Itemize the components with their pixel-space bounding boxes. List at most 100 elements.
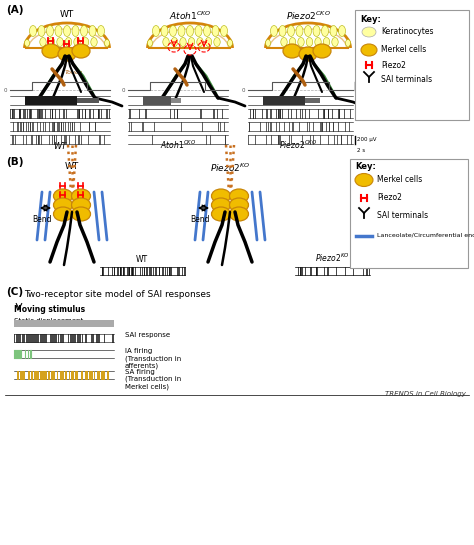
Ellipse shape xyxy=(74,38,80,46)
Ellipse shape xyxy=(355,173,373,186)
Text: Key:: Key: xyxy=(355,162,376,171)
Ellipse shape xyxy=(65,38,72,46)
Text: Static displacement: Static displacement xyxy=(14,318,83,324)
Text: TRENDS in Cell Biology: TRENDS in Cell Biology xyxy=(385,391,466,397)
Ellipse shape xyxy=(315,38,321,46)
Bar xyxy=(25,96,77,105)
Ellipse shape xyxy=(271,26,277,37)
Ellipse shape xyxy=(54,198,73,212)
Ellipse shape xyxy=(211,207,230,221)
Ellipse shape xyxy=(161,26,168,37)
Ellipse shape xyxy=(203,26,210,37)
Ellipse shape xyxy=(180,38,186,46)
Ellipse shape xyxy=(313,44,331,58)
Text: $\mathit{Atoh1}^{CKO}$: $\mathit{Atoh1}^{CKO}$ xyxy=(169,10,211,22)
Text: (B): (B) xyxy=(6,157,24,167)
Ellipse shape xyxy=(25,39,29,46)
Ellipse shape xyxy=(346,39,350,46)
Text: $\mathit{Piezo2}^{CKO}$: $\mathit{Piezo2}^{CKO}$ xyxy=(279,138,317,151)
Ellipse shape xyxy=(265,39,271,46)
Ellipse shape xyxy=(195,26,202,37)
Ellipse shape xyxy=(229,207,248,221)
Ellipse shape xyxy=(54,207,73,221)
Ellipse shape xyxy=(58,47,76,61)
Text: $\mathit{Piezo2}^{CKO}$: $\mathit{Piezo2}^{CKO}$ xyxy=(286,10,330,22)
Text: IA firing
(Transduction in
afferents): IA firing (Transduction in afferents) xyxy=(125,348,181,369)
Text: 0: 0 xyxy=(121,88,125,93)
Text: Bend: Bend xyxy=(32,215,52,224)
Bar xyxy=(305,98,320,103)
Ellipse shape xyxy=(306,38,313,46)
Text: WT: WT xyxy=(136,255,148,264)
Text: SAI response: SAI response xyxy=(125,332,170,338)
Ellipse shape xyxy=(289,38,296,46)
Ellipse shape xyxy=(64,26,71,37)
Ellipse shape xyxy=(321,26,328,37)
Text: Bend: Bend xyxy=(190,215,210,224)
Text: $\mathit{Atoh1}^{CKO}$: $\mathit{Atoh1}^{CKO}$ xyxy=(160,138,196,151)
Ellipse shape xyxy=(212,26,219,37)
Text: 2 s: 2 s xyxy=(357,148,365,153)
Ellipse shape xyxy=(361,44,377,56)
Ellipse shape xyxy=(296,26,303,37)
Ellipse shape xyxy=(332,38,338,46)
Text: 0: 0 xyxy=(3,88,7,93)
Ellipse shape xyxy=(153,26,159,37)
Ellipse shape xyxy=(91,38,97,46)
Ellipse shape xyxy=(298,38,304,46)
Text: Merkel cells: Merkel cells xyxy=(377,174,422,184)
Ellipse shape xyxy=(229,189,248,203)
Text: SAI terminals: SAI terminals xyxy=(381,76,432,84)
Ellipse shape xyxy=(40,38,46,46)
Ellipse shape xyxy=(163,38,169,46)
Ellipse shape xyxy=(197,38,203,46)
Text: 1 mm: 1 mm xyxy=(357,83,373,88)
Ellipse shape xyxy=(211,198,230,212)
Ellipse shape xyxy=(214,38,220,46)
Ellipse shape xyxy=(323,38,330,46)
Text: WT: WT xyxy=(60,10,74,19)
Text: Two-receptor site model of SAI responses: Two-receptor site model of SAI responses xyxy=(24,290,210,299)
Ellipse shape xyxy=(55,26,62,37)
Ellipse shape xyxy=(313,26,320,37)
Bar xyxy=(143,96,171,105)
Ellipse shape xyxy=(288,26,294,37)
Text: SA firing
(Transduction in
Merkel cells): SA firing (Transduction in Merkel cells) xyxy=(125,369,181,390)
Ellipse shape xyxy=(48,38,55,46)
Bar xyxy=(14,320,114,327)
Text: Lanceolate/Circumferential endings: Lanceolate/Circumferential endings xyxy=(377,233,474,238)
Ellipse shape xyxy=(29,26,36,37)
Ellipse shape xyxy=(82,38,89,46)
Text: (A): (A) xyxy=(6,5,24,15)
Text: WT: WT xyxy=(53,142,67,151)
Text: (C): (C) xyxy=(6,287,23,297)
Text: $\mathit{Piezo2}^{KO}$: $\mathit{Piezo2}^{KO}$ xyxy=(210,162,250,174)
Ellipse shape xyxy=(72,44,90,58)
Ellipse shape xyxy=(57,38,63,46)
Text: Keratinocytes: Keratinocytes xyxy=(381,27,434,37)
Text: Piezo2: Piezo2 xyxy=(377,192,402,202)
Text: Key:: Key: xyxy=(360,15,381,24)
Ellipse shape xyxy=(178,26,185,37)
Bar xyxy=(77,98,99,103)
Ellipse shape xyxy=(338,26,346,37)
Ellipse shape xyxy=(362,27,376,37)
Text: SAI terminals: SAI terminals xyxy=(377,211,428,221)
Ellipse shape xyxy=(279,26,286,37)
Ellipse shape xyxy=(38,26,45,37)
Ellipse shape xyxy=(170,26,176,37)
Bar xyxy=(171,98,181,103)
Ellipse shape xyxy=(46,26,54,37)
Text: 0: 0 xyxy=(241,88,245,93)
Ellipse shape xyxy=(72,207,91,221)
Ellipse shape xyxy=(72,198,91,212)
Text: 200 μV: 200 μV xyxy=(357,137,376,142)
Text: $\mathit{Piezo2}^{KO}$: $\mathit{Piezo2}^{KO}$ xyxy=(315,252,349,264)
Text: Merkel cells: Merkel cells xyxy=(381,45,426,54)
Ellipse shape xyxy=(188,38,195,46)
Bar xyxy=(263,96,305,105)
Ellipse shape xyxy=(228,39,233,46)
Ellipse shape xyxy=(229,198,248,212)
Ellipse shape xyxy=(281,38,287,46)
Ellipse shape xyxy=(89,26,96,37)
